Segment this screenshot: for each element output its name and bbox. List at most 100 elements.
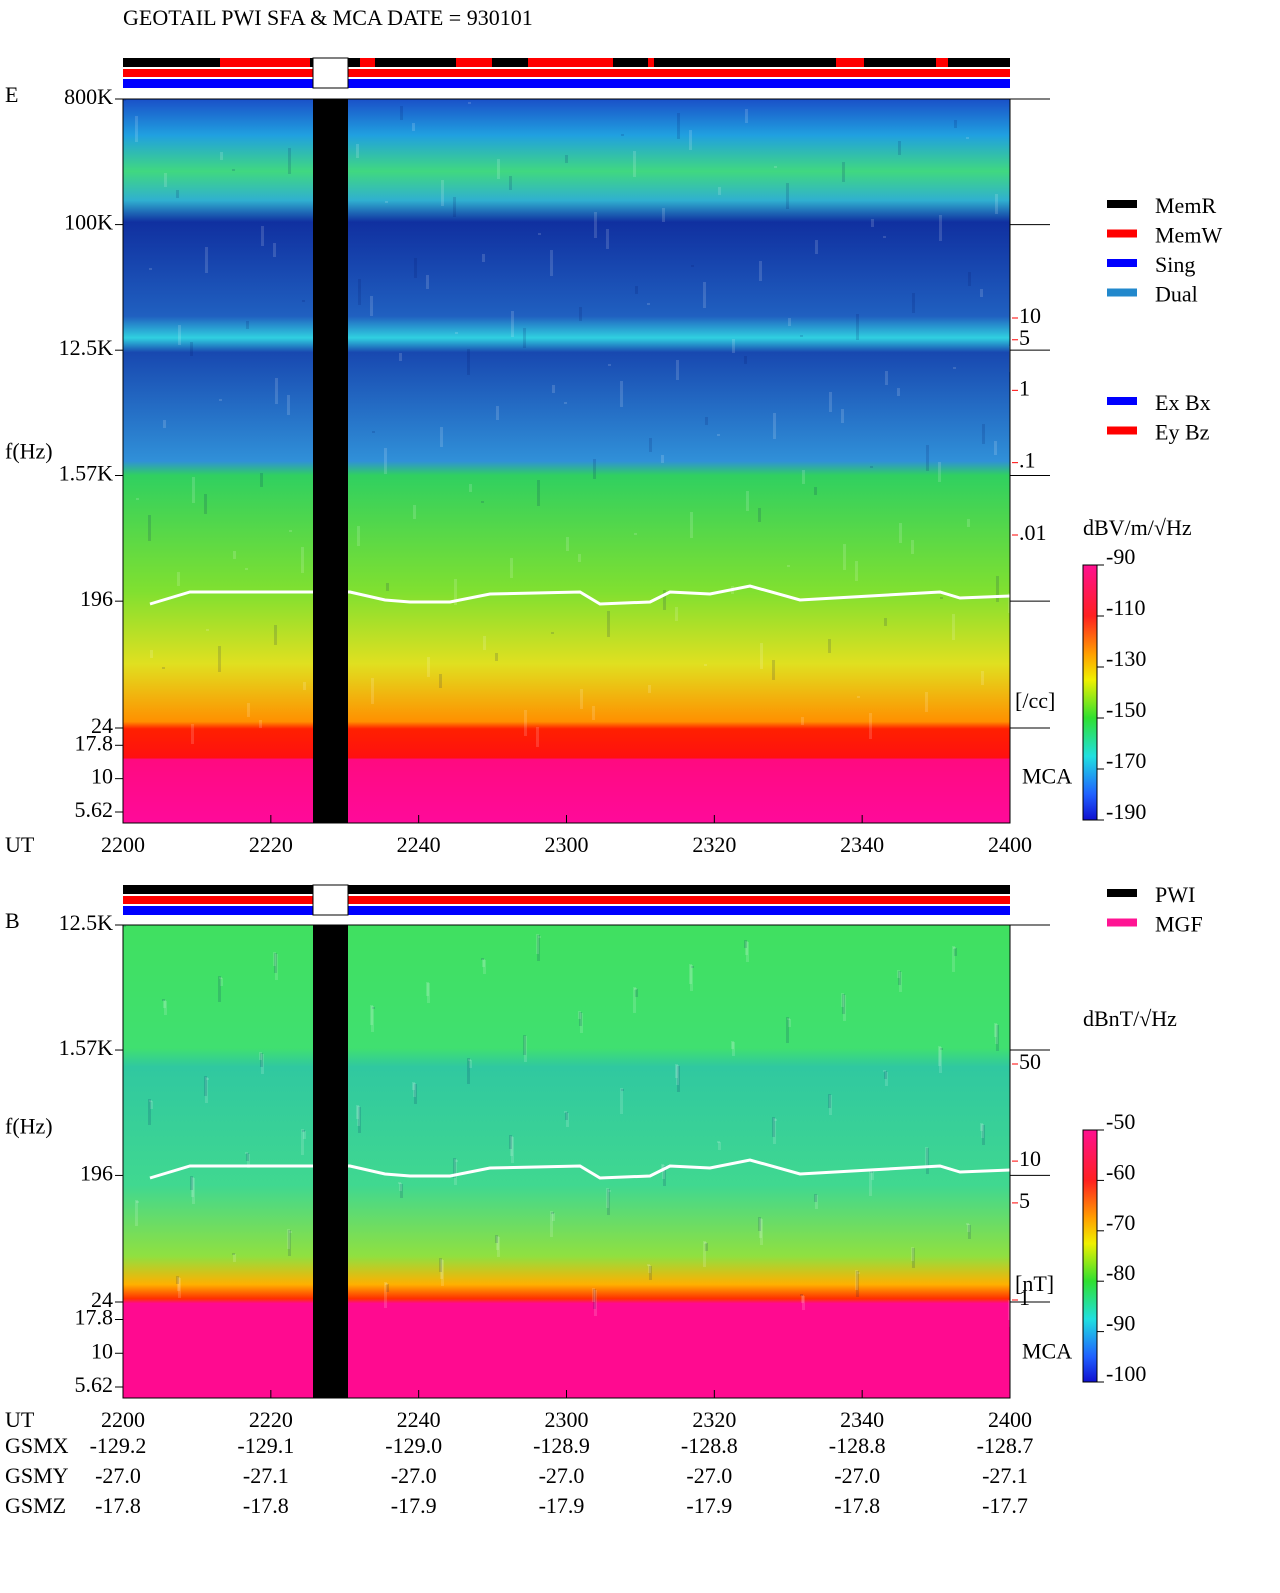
- spectrogram-texture: [136, 1201, 139, 1203]
- ephemeris-value: -129.0: [385, 1433, 442, 1458]
- spectrogram-texture: [758, 1217, 761, 1231]
- legend-label: Dual: [1155, 282, 1198, 307]
- spectrogram-texture: [302, 300, 305, 302]
- spectrogram-texture: [453, 197, 456, 217]
- spectrogram-texture: [772, 660, 775, 680]
- colorbar-tick-label: -170: [1106, 748, 1146, 773]
- legend-swatch: [1107, 889, 1137, 897]
- spectrogram-texture: [303, 1131, 306, 1139]
- spectrogram-texture: [786, 183, 789, 209]
- spectrogram-texture: [164, 173, 167, 187]
- y-tick-label: 100K: [64, 210, 113, 235]
- ephemeris-label: GSMX: [5, 1433, 69, 1458]
- spectrogram-texture: [123, 925, 126, 927]
- spectrogram-texture: [608, 364, 611, 366]
- spectrogram-texture: [288, 148, 291, 174]
- spectrogram-texture: [731, 1041, 734, 1049]
- x-tick-label: 2220: [249, 1407, 293, 1432]
- spectrogram-texture: [162, 999, 165, 1001]
- spectrogram-texture: [538, 936, 541, 938]
- spectrogram-texture: [400, 1184, 403, 1198]
- spectrogram-texture: [370, 1005, 373, 1025]
- spectrogram-texture: [247, 1154, 250, 1168]
- spectrogram-texture: [469, 1060, 472, 1068]
- spectrogram-texture: [773, 413, 776, 439]
- legend-label: Sing: [1155, 252, 1195, 277]
- spectrogram-texture: [841, 993, 844, 1007]
- ephemeris-label: GSMZ: [5, 1493, 66, 1518]
- spectrogram-texture: [370, 296, 373, 316]
- spectrogram-texture: [606, 229, 609, 249]
- spectrogram-texture: [163, 1000, 166, 1008]
- spectrogram-texture: [938, 462, 941, 482]
- spectrogram-texture: [745, 109, 748, 123]
- spectrogram-texture: [647, 1264, 650, 1266]
- spectrogram-texture: [995, 194, 998, 214]
- spectrogram-texture: [855, 1270, 858, 1290]
- spectrogram-texture: [732, 1042, 735, 1056]
- spectrogram-texture: [744, 356, 747, 364]
- spectrogram-texture: [953, 947, 956, 949]
- spectrogram-texture: [967, 519, 970, 527]
- x-tick-label: 2320: [692, 832, 736, 857]
- spectrogram-texture: [482, 254, 485, 262]
- spectrogram-texture: [996, 576, 999, 602]
- spectrogram-texture: [511, 311, 514, 337]
- spectrogram-texture: [206, 629, 209, 631]
- spectrogram-texture: [689, 964, 692, 984]
- legend-swatch: [1107, 259, 1137, 267]
- spectrogram-texture: [689, 130, 692, 150]
- spectrogram-texture: [371, 678, 374, 704]
- spectrogram-texture: [357, 526, 360, 546]
- ephemeris-value: -27.0: [95, 1463, 141, 1488]
- spectrogram-texture: [245, 568, 248, 570]
- spectrogram-texture: [606, 1188, 609, 1208]
- spectrogram-texture: [815, 240, 818, 254]
- spectrogram-texture: [926, 445, 929, 471]
- ephemeris-value: -128.8: [681, 1433, 738, 1458]
- spectrogram-texture: [995, 1024, 998, 1044]
- status-bar: [123, 79, 1010, 88]
- legend-label: MemR: [1155, 193, 1216, 218]
- ephemeris-value: -27.0: [391, 1463, 437, 1488]
- spectrogram-texture: [940, 1048, 943, 1050]
- legend-swatch: [1107, 200, 1137, 208]
- legend-label: Ex Bx: [1155, 390, 1211, 415]
- spectrogram-texture: [204, 494, 207, 514]
- spectrogram-texture: [870, 466, 873, 468]
- spectrogram-texture: [621, 1089, 624, 1091]
- colorbar-tick-label: -50: [1106, 1109, 1135, 1134]
- colorbar-tick-label: -100: [1106, 1361, 1146, 1386]
- spectrogram-texture: [802, 1296, 805, 1310]
- spectrogram-texture: [441, 1260, 444, 1286]
- spectrogram-texture: [495, 1235, 498, 1243]
- spectrogram-texture: [787, 565, 790, 567]
- spectrogram-texture: [856, 1271, 859, 1297]
- spectrogram-texture: [273, 952, 276, 966]
- spectrogram-texture: [732, 339, 735, 353]
- spectrogram-texture: [925, 692, 928, 712]
- spectrogram-texture: [386, 1284, 389, 1292]
- spectrogram-texture: [954, 120, 957, 128]
- spectrogram-texture: [841, 409, 844, 423]
- spectrogram-texture: [897, 970, 900, 978]
- spectrogram-texture: [497, 159, 500, 179]
- spectrogram-texture: [218, 646, 221, 672]
- spectrogram-texture: [511, 1137, 514, 1163]
- spectrogram-texture: [899, 972, 902, 992]
- spectrogram-texture: [952, 946, 955, 972]
- x-tick-label: 2340: [840, 1407, 884, 1432]
- spectrogram-texture: [440, 1259, 443, 1279]
- spectrogram-texture: [579, 307, 582, 321]
- electron-line: [149, 1158, 1011, 1180]
- spectrogram-texture: [400, 106, 403, 120]
- data-gap: [313, 99, 348, 823]
- colorbar-label: dBnT/√Hz: [1083, 1006, 1177, 1031]
- spectrogram-texture: [205, 247, 208, 273]
- spectrogram-texture: [661, 455, 664, 463]
- spectrogram-texture: [358, 279, 361, 305]
- status-gap: [312, 884, 349, 916]
- spectrogram-texture: [897, 388, 900, 396]
- spectrogram-texture: [386, 583, 389, 591]
- spectrogram-texture: [483, 636, 486, 650]
